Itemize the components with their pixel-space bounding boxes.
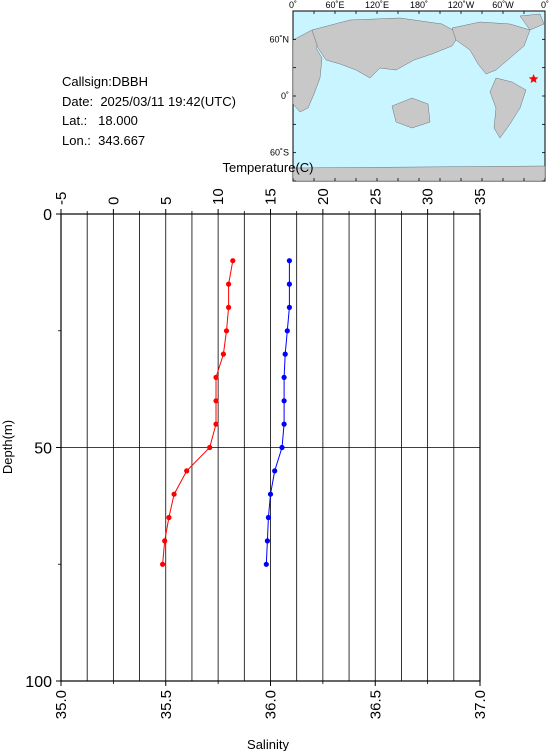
- temperature-tick-label: 35: [472, 188, 489, 205]
- temperature-data-point: [166, 514, 172, 521]
- salinity-axis: 35.0 35.5 36.0 36.5 37.0: [53, 681, 489, 719]
- lon-value: 343.667: [98, 132, 146, 148]
- map-lon-label: 0˚: [289, 0, 297, 10]
- lon-label: Lon.:: [62, 132, 91, 148]
- salinity-data-point: [284, 328, 290, 334]
- map-lon-label: 120˚W: [448, 0, 475, 10]
- lat-row: Lat.: 18.000: [62, 111, 236, 131]
- map-lon-label: 60˚W: [492, 0, 514, 10]
- temperature-data-point: [184, 468, 190, 474]
- date-label: Date:: [62, 93, 94, 109]
- salinity-data-point: [282, 351, 288, 357]
- greenland-land: [519, 13, 545, 31]
- salinity-data-point: [272, 468, 278, 474]
- salinity-data-point: [281, 374, 287, 380]
- north-america-land: [451, 21, 531, 75]
- callsign-value: DBBH: [111, 74, 148, 89]
- temperature-data-point: [230, 258, 236, 264]
- salinity-data-point: [281, 421, 287, 427]
- temperature-data-point: [213, 398, 219, 404]
- temperature-axis-title: Temperature(C): [222, 160, 313, 175]
- map-land: [292, 13, 546, 182]
- station-info: Callsign:DBBH Date: 2025/03/11 19:42(UTC…: [62, 72, 236, 150]
- salinity-tick-label: 36.0: [263, 690, 280, 719]
- salinity-tick-label: 37.0: [472, 690, 489, 719]
- map-lon-label: 60˚E: [325, 0, 344, 10]
- world-map: 0˚ 60˚E 120˚E 180˚ 120˚W 60˚W 0˚ 60˚N 0˚ 60˚S: [269, 0, 549, 182]
- temperature-data-point: [171, 491, 177, 497]
- temperature-axis: -5 0 5 10 15 20 25 30 35: [53, 188, 489, 214]
- map-lat-label: 0˚: [281, 91, 289, 101]
- temperature-data-point: [220, 351, 226, 357]
- temperature-data-point: [207, 444, 213, 451]
- temperature-tick-label: 25: [367, 188, 384, 205]
- lat-value: 18.000: [98, 113, 138, 128]
- salinity-tick-label: 36.5: [367, 690, 384, 719]
- salinity-data-point: [286, 281, 292, 287]
- salinity-data-point: [264, 538, 270, 544]
- map-lon-label: 0˚: [541, 0, 549, 10]
- temperature-data-point: [160, 561, 166, 567]
- salinity-data-point: [286, 304, 292, 310]
- salinity-data-point: [281, 398, 287, 404]
- map-longitude-labels: 0˚ 60˚E 120˚E 180˚ 120˚W 60˚W 0˚: [289, 0, 549, 10]
- temperature-tick-label: 30: [420, 188, 437, 205]
- map-ticks: [292, 10, 546, 182]
- temperature-tick-label: 5: [158, 197, 175, 205]
- callsign-row: Callsign:DBBH: [62, 72, 236, 92]
- series-layer: [160, 258, 292, 567]
- salinity-axis-title: Salinity: [247, 737, 289, 751]
- temperature-tick-label: 20: [315, 188, 332, 205]
- map-lat-label: 60˚N: [269, 34, 289, 44]
- temperature-data-point: [223, 328, 230, 334]
- salinity-data-point: [267, 491, 274, 497]
- map-lat-label: 60˚S: [270, 148, 289, 158]
- depth-tick-label: 50: [34, 441, 52, 458]
- salinity-data-point: [265, 514, 271, 521]
- depth-tick-label: 100: [25, 674, 52, 691]
- asia-land: [311, 17, 461, 79]
- station-marker-star: [528, 74, 539, 83]
- temperature-data-point: [213, 421, 219, 427]
- temperature-data-point: [226, 304, 232, 310]
- salinity-tick-label: 35.5: [158, 690, 175, 719]
- temperature-tick-label: 0: [105, 197, 122, 205]
- salinity-data-point: [286, 258, 292, 264]
- south-america-land: [489, 77, 527, 139]
- salinity-profile-line: [265, 260, 290, 565]
- map-lon-label: 120˚E: [365, 0, 389, 10]
- temperature-profile-line: [162, 260, 234, 565]
- salinity-data-point: [279, 444, 285, 451]
- date-value: 2025/03/11 19:42(UTC): [100, 93, 236, 109]
- temperature-data-point: [213, 374, 219, 380]
- grid-lines: [61, 214, 480, 681]
- depth-axis: 0 50 100: [25, 207, 61, 691]
- lon-row: Lon.: 343.667: [62, 131, 236, 151]
- depth-tick-label: 0: [43, 207, 52, 224]
- depth-axis-title: Depth(m): [0, 420, 15, 474]
- temperature-data-point: [226, 281, 232, 287]
- temperature-tick-label: 15: [263, 188, 280, 205]
- map-latitude-labels: 60˚N 0˚ 60˚S: [269, 34, 289, 157]
- callsign-label: Callsign:: [62, 74, 112, 89]
- australia-land: [391, 97, 431, 129]
- station-star: [528, 74, 539, 83]
- salinity-tick-label: 35.0: [53, 690, 70, 719]
- lat-label: Lat.:: [62, 113, 88, 128]
- temperature-data-point: [162, 538, 168, 544]
- salinity-data-point: [263, 561, 269, 567]
- map-lon-label: 180˚: [410, 0, 428, 10]
- temperature-tick-label: -5: [53, 192, 70, 205]
- temperature-tick-label: 10: [210, 188, 227, 205]
- date-row: Date: 2025/03/11 19:42(UTC): [62, 92, 236, 112]
